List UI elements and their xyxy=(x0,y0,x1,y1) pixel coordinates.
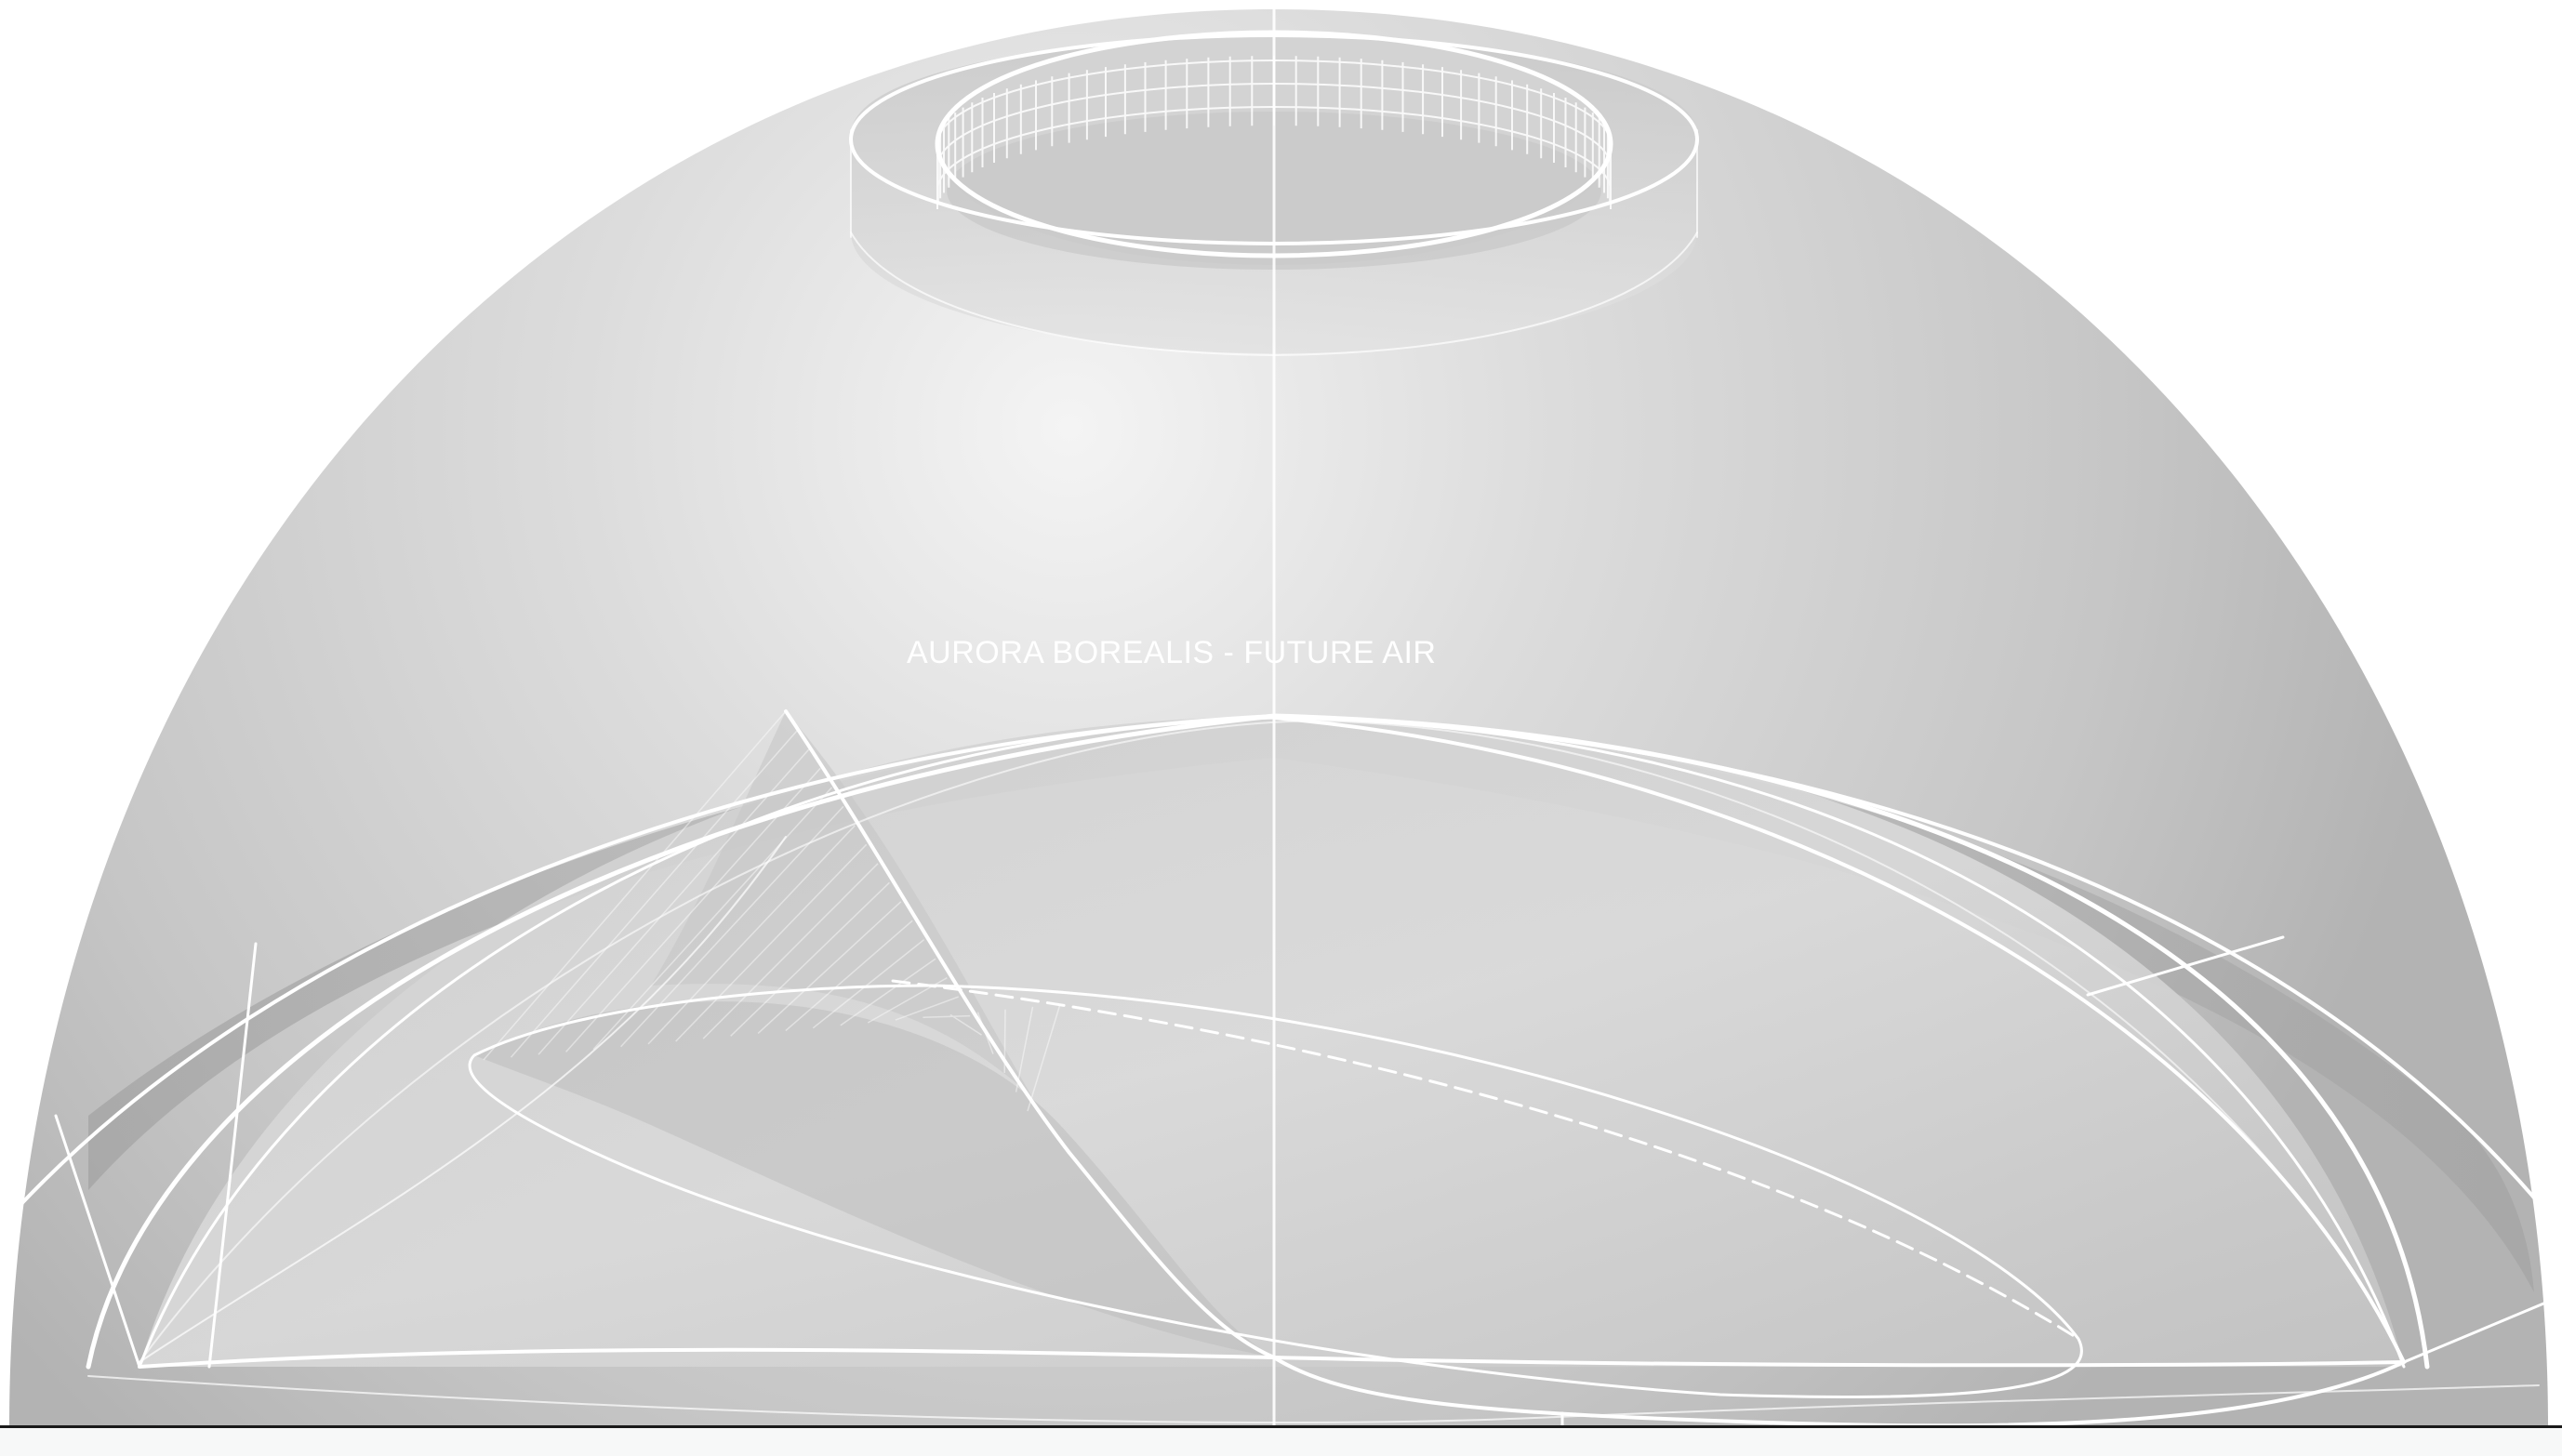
fan-line xyxy=(483,710,787,1061)
sweep-left xyxy=(139,836,787,1363)
drawing-caption: AURORA BOREALIS - FUTURE AIR xyxy=(907,635,1436,670)
fan-line xyxy=(757,901,902,1034)
guide-right-2 xyxy=(2402,1300,2550,1364)
sweep-inner xyxy=(784,709,1276,1359)
fan-line xyxy=(675,843,868,1042)
guide-right-1 xyxy=(2086,935,2285,997)
sweep-curve xyxy=(1272,716,2407,1428)
fan-line xyxy=(592,787,833,1051)
fan-line xyxy=(976,1012,994,1054)
fan-line xyxy=(730,881,890,1037)
twisted-ribbon xyxy=(474,1001,1274,1357)
fan-line xyxy=(949,1013,982,1036)
fan-line xyxy=(647,825,856,1045)
guide-left-1 xyxy=(207,942,258,1369)
inner-recess xyxy=(139,716,2404,1367)
inner-ellipse xyxy=(139,719,2405,1363)
guide-left-2 xyxy=(54,1114,141,1369)
fan-line xyxy=(1027,1003,1061,1112)
fan-line xyxy=(895,996,959,1021)
ground-line xyxy=(0,1425,2562,1428)
ground-strip xyxy=(0,1428,2562,1456)
ribbon-fan-lines xyxy=(483,710,1061,1112)
second-ring xyxy=(86,713,2430,1370)
fan-line xyxy=(565,767,821,1052)
tilted-dashed-line xyxy=(891,979,2080,1341)
base-curve-lower xyxy=(87,1375,2540,1423)
fan-line xyxy=(510,730,798,1058)
fan-line xyxy=(867,977,948,1024)
fan-line xyxy=(538,748,810,1055)
fan-line xyxy=(785,920,913,1032)
line-work xyxy=(15,7,2550,1429)
fan-line xyxy=(1003,1009,1006,1074)
fan-line xyxy=(840,958,936,1026)
fan-line xyxy=(923,1014,971,1019)
fan-line xyxy=(620,805,844,1048)
fan-line xyxy=(1015,1006,1034,1092)
fan-line xyxy=(812,939,925,1029)
fan-line xyxy=(702,863,879,1039)
ribbon-fold xyxy=(651,711,1032,1097)
